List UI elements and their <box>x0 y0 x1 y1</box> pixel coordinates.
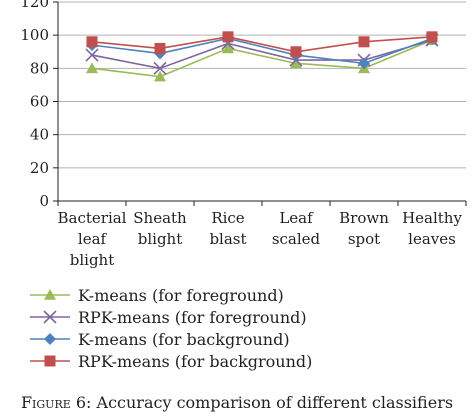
x-tick-label: Bacterial leaf blight <box>58 209 127 269</box>
legend-label: RPK-means (for foreground) <box>78 307 307 327</box>
legend-item: K-means (for foreground) <box>28 284 312 306</box>
series-line <box>91 36 433 53</box>
x-tick-label: Healthy leaves <box>402 209 462 248</box>
x-tick-label: Sheath blight <box>133 209 187 248</box>
data-point <box>222 42 234 54</box>
gridlines <box>58 1 466 169</box>
marker-stroke <box>43 310 57 324</box>
legend-label: K-means (for foreground) <box>78 285 284 305</box>
marker-stroke <box>153 61 167 75</box>
line-chart: 0 20 40 60 80 100 120 Bacterial leaf blightSheat… <box>20 0 467 269</box>
series-line <box>91 39 433 70</box>
x-tick-label: Brown spot <box>339 209 389 248</box>
legend-swatch <box>30 333 70 345</box>
legend-item: RPK-means (for foreground) <box>28 306 312 328</box>
data-point <box>86 62 98 74</box>
data-point <box>154 42 166 54</box>
data-point <box>154 70 166 82</box>
marker-stroke <box>85 48 99 62</box>
legend: K-means (for foreground) RPK-means (for f… <box>28 284 312 372</box>
series-line <box>91 37 433 65</box>
data-point <box>85 48 99 62</box>
legend-item: K-means (for background) <box>28 328 312 350</box>
y-tick-label: 120 <box>20 0 49 11</box>
y-tick-label: 20 <box>30 159 49 177</box>
legend-marker <box>44 355 56 367</box>
y-axis: 0 20 40 60 80 100 120 <box>20 0 59 210</box>
legend-label: RPK-means (for background) <box>78 351 313 371</box>
legend-marker <box>44 289 56 300</box>
data-point <box>358 57 370 70</box>
legend-marker <box>43 310 57 324</box>
x-tick-label: Leaf scaled <box>272 209 321 248</box>
caption-text: Accuracy comparison of different classif… <box>96 393 454 412</box>
data-point <box>86 36 98 48</box>
figure-label: Figure 6: <box>20 393 92 412</box>
data-point <box>290 57 302 69</box>
legend-swatch <box>30 310 70 324</box>
legend-swatch <box>30 289 70 300</box>
data-point <box>358 36 370 48</box>
series-square <box>86 31 438 58</box>
data-point <box>222 31 234 43</box>
x-tick-label: Rice blast <box>209 209 246 248</box>
data-point <box>153 61 167 75</box>
y-tick-label: 40 <box>30 126 49 144</box>
legend-item: RPK-means (for background) <box>28 350 312 372</box>
legend-swatch <box>30 355 70 367</box>
y-tick-label: 60 <box>30 93 49 111</box>
data-point <box>426 31 438 43</box>
y-tick-label: 80 <box>30 59 49 77</box>
series-triangle <box>86 34 438 82</box>
series-line <box>91 39 433 78</box>
figure-caption: Figure 6: Accuracy comparison of differe… <box>0 393 474 412</box>
data-point <box>290 46 302 58</box>
y-tick-label: 100 <box>20 26 49 44</box>
legend-label: K-means (for background) <box>78 329 290 349</box>
y-tick-label: 0 <box>39 192 49 210</box>
series-layer <box>85 31 439 82</box>
legend-marker <box>44 333 56 345</box>
